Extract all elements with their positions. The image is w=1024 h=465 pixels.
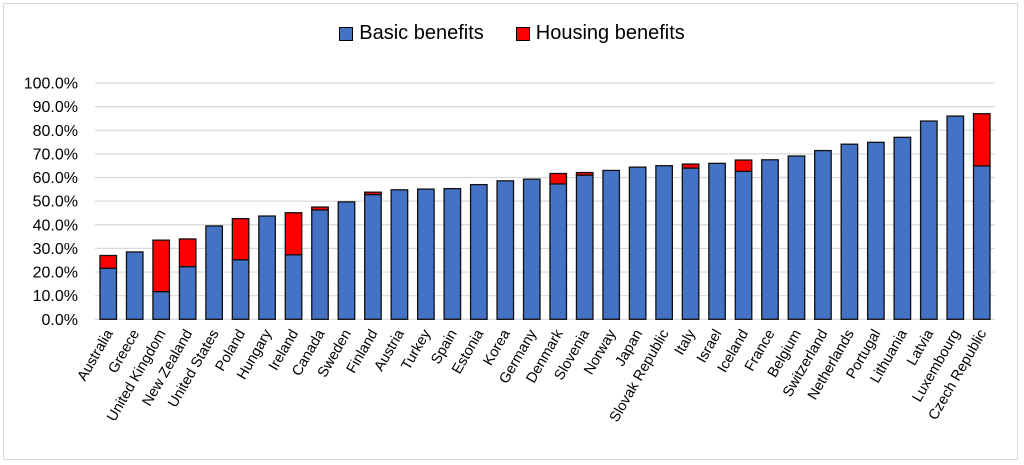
bar-basic-switzerland bbox=[814, 149, 832, 320]
bar-basic-france bbox=[761, 159, 779, 320]
legend: Basic benefits Housing benefits bbox=[0, 22, 1024, 45]
bar-basic-greece bbox=[125, 251, 144, 320]
bar-basic-israel bbox=[708, 162, 726, 320]
bar-basic-poland bbox=[231, 259, 250, 320]
y-tick-label: 50.0% bbox=[33, 194, 78, 211]
y-tick-label: 20.0% bbox=[33, 265, 78, 282]
bar-basic-ireland bbox=[284, 254, 303, 320]
bar-basic-belgium bbox=[787, 155, 806, 320]
legend-label-basic-benefits: Basic benefits bbox=[359, 22, 484, 44]
bar-basic-japan bbox=[628, 166, 647, 320]
legend-swatch-basic-benefits bbox=[339, 26, 354, 41]
bar-basic-estonia bbox=[469, 183, 488, 320]
bar-housing-poland bbox=[231, 217, 250, 261]
y-tick-label: 100.0% bbox=[24, 76, 78, 93]
bar-basic-netherlands bbox=[840, 143, 859, 320]
bar-housing-denmark bbox=[549, 172, 568, 185]
legend-item-housing-benefits: Housing benefits bbox=[515, 22, 685, 45]
bar-basic-slovak-republic bbox=[655, 165, 674, 320]
legend-item-basic-benefits: Basic benefits bbox=[339, 22, 484, 45]
x-tick-label: Australia bbox=[75, 326, 118, 384]
legend-label-housing-benefits: Housing benefits bbox=[535, 22, 685, 44]
bar-basic-austria bbox=[390, 189, 409, 320]
legend-swatch-housing-benefits bbox=[515, 26, 530, 41]
y-tick-label: 40.0% bbox=[33, 217, 78, 234]
bar-basic-italy bbox=[681, 167, 700, 320]
bar-housing-canada bbox=[311, 206, 329, 211]
bar-basic-portugal bbox=[866, 141, 885, 320]
bar-basic-czech-republic bbox=[972, 165, 991, 320]
bar-basic-germany bbox=[522, 178, 541, 320]
y-axis: 0.0% 10.0% 20.0% 30.0% 40.0% 50.0% 60.0% 70.0% 8… bbox=[24, 76, 78, 329]
bar-housing-ireland bbox=[284, 212, 303, 256]
bars bbox=[99, 113, 991, 320]
y-tick-label: 90.0% bbox=[33, 99, 78, 116]
bar-housing-iceland bbox=[734, 159, 753, 173]
bar-basic-luxembourg bbox=[946, 115, 965, 320]
bar-basic-sweden bbox=[337, 201, 356, 320]
bar-basic-united-states bbox=[205, 225, 224, 320]
bar-housing-finland bbox=[364, 191, 382, 196]
y-tick-label: 30.0% bbox=[33, 241, 78, 258]
bar-basic-norway bbox=[602, 169, 621, 320]
bar-basic-latvia bbox=[919, 120, 938, 320]
bar-housing-italy bbox=[681, 163, 700, 169]
bar-basic-turkey bbox=[416, 188, 435, 320]
y-tick-label: 10.0% bbox=[33, 288, 78, 305]
bar-basic-finland bbox=[364, 193, 382, 320]
bar-basic-hungary bbox=[258, 215, 276, 320]
bar-basic-lithuania bbox=[893, 136, 912, 320]
bar-housing-czech-republic bbox=[972, 113, 991, 167]
chart-frame bbox=[3, 3, 1018, 460]
bar-basic-slovenia bbox=[575, 174, 594, 320]
bar-basic-spain bbox=[443, 187, 462, 320]
bar-housing-new-zealand bbox=[178, 238, 197, 268]
bar-housing-australia bbox=[99, 254, 118, 269]
y-tick-label: 60.0% bbox=[33, 170, 78, 187]
bar-basic-iceland bbox=[734, 170, 753, 320]
bar-basic-australia bbox=[99, 267, 118, 320]
y-tick-label: 0.0% bbox=[42, 312, 78, 329]
y-tick-label: 80.0% bbox=[33, 123, 78, 140]
x-tick-label: Italy bbox=[672, 326, 700, 358]
bar-basic-united-kingdom bbox=[152, 291, 171, 320]
bar-basic-canada bbox=[311, 209, 329, 320]
bar-basic-new-zealand bbox=[178, 265, 197, 320]
y-tick-label: 70.0% bbox=[33, 146, 78, 163]
bar-housing-slovenia bbox=[575, 171, 594, 176]
bar-basic-korea bbox=[496, 180, 515, 320]
gridlines bbox=[95, 82, 995, 320]
bar-housing-united-kingdom bbox=[152, 239, 171, 293]
bar-basic-denmark bbox=[549, 183, 568, 320]
